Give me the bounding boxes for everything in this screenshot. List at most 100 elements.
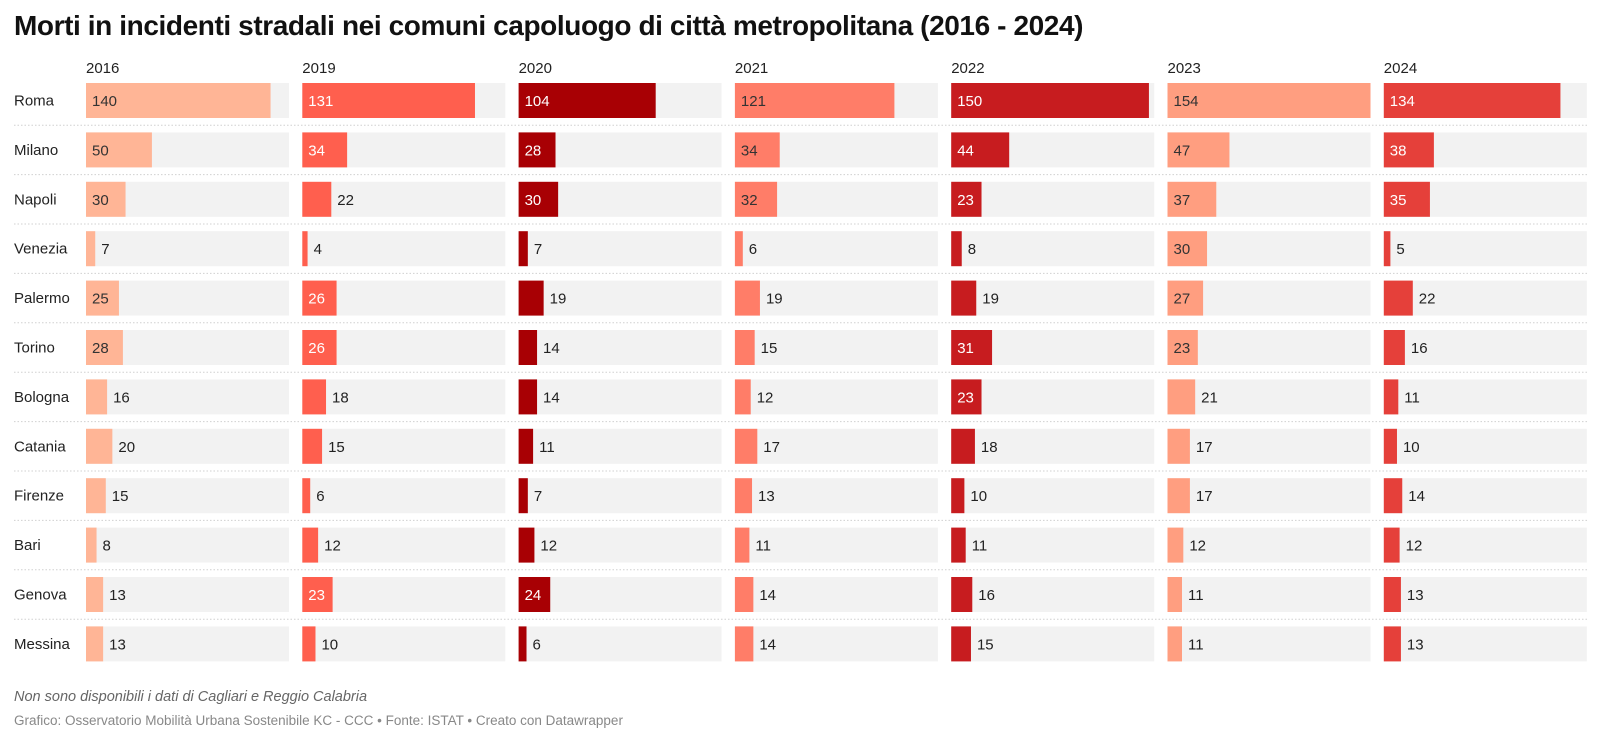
bar-2021-venezia	[734, 231, 743, 267]
bar-2022-messina	[951, 626, 971, 662]
bar-background	[734, 330, 938, 365]
panel-header-2023: 2023	[1168, 60, 1201, 77]
bar-background	[1167, 626, 1371, 662]
category-label-catania: Catania	[14, 438, 66, 455]
bar-background	[734, 379, 938, 415]
bar-background	[86, 478, 289, 514]
data-label: 10	[970, 488, 987, 505]
bar-2021-messina	[734, 626, 754, 662]
bar-2023-napoli	[1167, 181, 1217, 217]
bar-2016-milano	[86, 132, 152, 168]
bar-background	[86, 527, 289, 563]
bar-2016-bari	[86, 527, 97, 563]
data-label: 17	[1196, 488, 1213, 505]
bar-background	[302, 478, 506, 514]
data-label: 6	[749, 241, 757, 258]
bar-2021-palermo	[734, 280, 760, 316]
bar-2024-catania	[1383, 428, 1397, 464]
bar-2023-venezia	[1167, 231, 1208, 267]
panel-header-2021: 2021	[735, 60, 768, 77]
bar-2021-torino	[734, 330, 755, 365]
data-label: 7	[534, 241, 542, 258]
data-label: 21	[1201, 389, 1218, 406]
bar-background	[734, 280, 938, 316]
data-label: 34	[741, 142, 758, 159]
bar-background	[1383, 231, 1587, 267]
category-label-genova: Genova	[14, 587, 67, 604]
bar-2020-genova	[518, 577, 551, 612]
bar-2020-roma	[518, 83, 656, 118]
bar-2023-palermo	[1167, 280, 1204, 316]
bar-2016-roma	[86, 83, 271, 118]
data-label: 19	[766, 291, 783, 308]
data-label: 47	[1174, 142, 1191, 159]
bar-2021-milano	[734, 132, 780, 168]
bar-2022-bari	[951, 527, 966, 563]
bar-background	[951, 478, 1155, 514]
data-label: 28	[92, 340, 109, 357]
bar-2024-milano	[1383, 132, 1434, 168]
data-label: 104	[525, 93, 550, 110]
chart-credit: Grafico: Osservatorio Mobilità Urbana So…	[14, 713, 623, 728]
bar-2020-napoli	[518, 181, 559, 217]
bar-background	[951, 527, 1155, 563]
bar-background	[734, 428, 938, 464]
data-label: 24	[525, 587, 542, 604]
data-label: 14	[759, 587, 776, 604]
bar-2020-catania	[518, 428, 534, 464]
bar-background	[1167, 527, 1371, 563]
data-label: 12	[324, 538, 341, 555]
bar-2020-milano	[518, 132, 556, 168]
bar-2021-bari	[734, 527, 750, 563]
data-label: 14	[543, 389, 560, 406]
data-label: 18	[981, 439, 998, 456]
bar-background	[1167, 478, 1371, 514]
data-label: 10	[321, 636, 338, 653]
data-label: 7	[101, 241, 109, 258]
data-label: 11	[1188, 587, 1204, 604]
data-label: 11	[755, 538, 771, 555]
data-label: 13	[109, 587, 126, 604]
bar-2016-napoli	[86, 181, 126, 217]
bar-2022-torino	[951, 330, 993, 365]
bar-2021-genova	[734, 577, 754, 612]
data-label: 25	[92, 291, 109, 308]
bar-2022-genova	[951, 577, 973, 612]
panel-header-2019: 2019	[302, 60, 335, 77]
category-label-torino: Torino	[14, 340, 55, 357]
data-label: 26	[308, 340, 325, 357]
bar-2020-venezia	[518, 231, 528, 267]
data-label: 35	[1390, 192, 1407, 209]
chart-title: Morti in incidenti stradali nei comuni c…	[14, 10, 1084, 41]
bar-background	[951, 231, 1155, 267]
bar-background	[302, 379, 506, 415]
bar-2016-catania	[86, 428, 113, 464]
data-label: 37	[1174, 192, 1191, 209]
bar-background	[1383, 478, 1587, 514]
data-label: 121	[741, 93, 766, 110]
bar-background	[1167, 379, 1371, 415]
bar-2019-torino	[302, 330, 337, 365]
bar-2024-napoli	[1383, 181, 1430, 217]
bar-2023-torino	[1167, 330, 1198, 365]
bar-2022-catania	[951, 428, 975, 464]
bar-background	[86, 626, 289, 662]
bar-2023-firenze	[1167, 478, 1190, 514]
data-label: 23	[957, 389, 974, 406]
data-label: 16	[978, 587, 995, 604]
data-label: 12	[1189, 538, 1206, 555]
bar-2022-napoli	[951, 181, 982, 217]
data-label: 131	[308, 93, 333, 110]
data-label: 17	[1196, 439, 1213, 456]
data-label: 6	[316, 488, 324, 505]
bar-background	[1167, 577, 1371, 612]
bar-2019-napoli	[302, 181, 332, 217]
data-label: 13	[758, 488, 775, 505]
bar-2023-milano	[1167, 132, 1230, 168]
data-label: 154	[1174, 93, 1199, 110]
data-label: 38	[1390, 142, 1407, 159]
bar-background	[951, 577, 1155, 612]
category-label-messina: Messina	[14, 636, 71, 653]
bar-background	[951, 379, 1155, 415]
bar-2019-catania	[302, 428, 323, 464]
